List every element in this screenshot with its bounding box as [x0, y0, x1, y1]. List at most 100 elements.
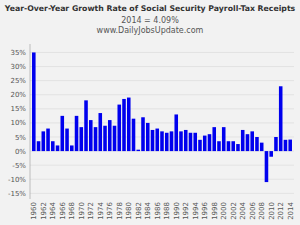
grid-line — [30, 122, 294, 123]
x-tick-label: 1978 — [116, 202, 124, 220]
bar — [170, 131, 174, 151]
bar — [151, 130, 155, 151]
bar — [56, 145, 60, 151]
x-tick-label: 1972 — [87, 202, 95, 220]
grid-line — [30, 52, 294, 53]
x-tick-label: 2002 — [230, 202, 238, 220]
bar — [193, 133, 197, 151]
bar — [89, 120, 93, 151]
bar — [198, 140, 202, 151]
y-tick-label: 0% — [15, 148, 26, 156]
x-tick-label: 1980 — [125, 202, 133, 220]
bar — [80, 127, 84, 151]
bar — [155, 129, 159, 152]
x-tick-label: 2004 — [239, 201, 247, 219]
title: Year-Over-Year Growth Rate of Social Sec… — [4, 4, 296, 13]
bar — [160, 131, 164, 151]
bar — [269, 151, 273, 157]
y-tick-label: 5% — [15, 134, 26, 142]
bar — [236, 144, 240, 151]
x-tick-label: 1984 — [144, 201, 152, 219]
x-tick-label: 1976 — [106, 201, 114, 219]
bar — [288, 140, 292, 152]
bar — [146, 123, 150, 151]
grid-line — [30, 179, 294, 180]
bar — [241, 130, 245, 151]
grid — [30, 52, 294, 193]
y-tick-label: 30% — [10, 63, 26, 71]
x-tick-label: 1974 — [97, 201, 105, 219]
x-tick-label: 1982 — [135, 202, 143, 220]
x-tick-label: 1986 — [154, 201, 162, 219]
bar — [127, 98, 131, 152]
chart: Year-Over-Year Growth Rate of Social Sec… — [0, 0, 300, 225]
x-tick-label: 1990 — [173, 202, 181, 220]
grid-line — [30, 94, 294, 95]
bar — [32, 52, 36, 151]
y-tick-label: 10% — [10, 119, 26, 127]
bar — [184, 130, 188, 151]
y-tick-label: 15% — [10, 105, 26, 113]
x-tick-label: 1962 — [40, 202, 48, 220]
x-tick-label: 1992 — [182, 202, 190, 220]
bars — [32, 52, 292, 182]
subtitle: www.DailyJobsUpdate.com — [97, 26, 204, 35]
y-tick-label: 25% — [10, 77, 26, 85]
bar — [132, 119, 136, 151]
bar — [75, 116, 79, 151]
bar — [279, 86, 283, 151]
bar — [108, 120, 112, 151]
x-tick-label: 1994 — [192, 201, 200, 219]
bar — [42, 131, 46, 151]
x-tick-label: 2000 — [220, 202, 228, 220]
x-tick-label: 1968 — [68, 202, 76, 220]
bar — [265, 151, 269, 182]
bar — [37, 141, 41, 151]
bar — [136, 150, 140, 151]
grid-line — [30, 165, 294, 166]
subtitle: 2014 = 4.09% — [121, 16, 179, 25]
bar — [250, 131, 254, 151]
bar — [174, 114, 178, 151]
grid-line — [30, 66, 294, 67]
x-tick-label: 2012 — [277, 202, 285, 220]
x-tick-label: 1960 — [30, 202, 38, 220]
bar — [208, 134, 212, 151]
bar — [260, 143, 264, 151]
grid-line — [30, 108, 294, 109]
y-tick-label: -10% — [8, 176, 26, 184]
bar — [231, 141, 235, 151]
x-tick-label: 2014 — [287, 201, 295, 219]
bar — [179, 131, 183, 151]
bar — [227, 141, 231, 151]
y-axis-line — [30, 44, 31, 199]
x-tick-label: 1964 — [49, 201, 57, 219]
x-tick-label: 2010 — [268, 202, 276, 220]
bar — [46, 129, 50, 152]
grid-line — [30, 80, 294, 81]
bar — [98, 113, 102, 151]
bar — [222, 127, 226, 151]
bar — [70, 145, 74, 151]
bar — [117, 105, 121, 152]
bar — [51, 141, 55, 151]
bar — [61, 116, 65, 151]
bar — [103, 126, 107, 151]
x-tick-label: 1988 — [163, 202, 171, 220]
bar — [284, 140, 288, 151]
bar — [122, 99, 126, 151]
x-tick-label: 1970 — [78, 202, 86, 220]
bar — [255, 137, 259, 151]
grid-line — [30, 193, 294, 194]
bar — [65, 129, 69, 152]
bar — [189, 133, 193, 151]
bar — [141, 117, 145, 151]
y-tick-label: -5% — [12, 162, 26, 170]
bar — [212, 127, 216, 151]
x-tick-label: 2006 — [249, 201, 257, 219]
x-tick-label: 1998 — [211, 202, 219, 220]
y-tick-label: -15% — [8, 190, 26, 198]
x-tick-label: 1966 — [59, 201, 67, 219]
bar — [84, 100, 88, 151]
bar — [203, 136, 207, 152]
